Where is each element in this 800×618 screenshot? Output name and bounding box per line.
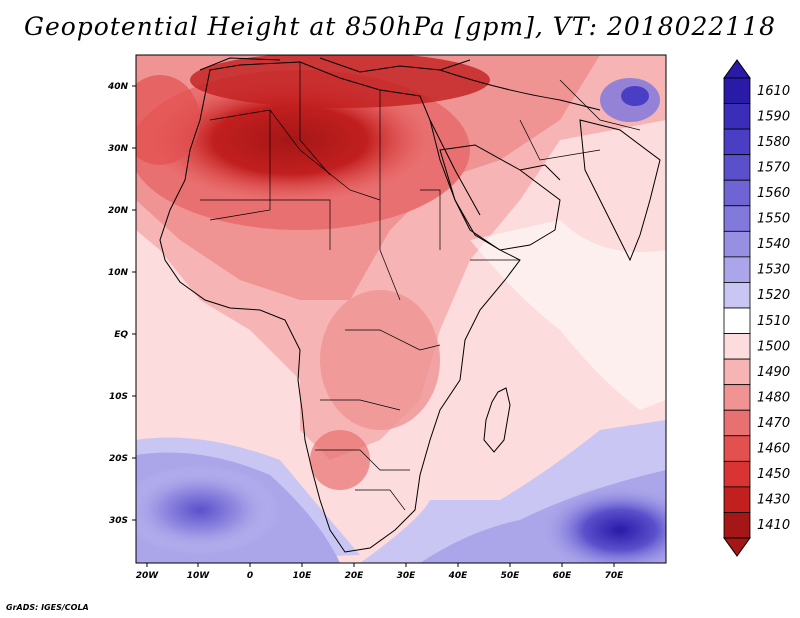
- colorbar-label: 1530: [757, 263, 790, 278]
- colorbar-label: 1610: [757, 84, 790, 99]
- colorbar-cell: [723, 230, 751, 258]
- x-tick-label: 20W: [136, 571, 160, 581]
- y-tick-label: EQ: [114, 330, 128, 340]
- colorbar-bottom-arrow: [723, 537, 751, 557]
- colorbar-top-arrow: [723, 59, 751, 79]
- y-tick-label: 30S: [109, 516, 128, 526]
- colorbar-cell: [723, 205, 751, 232]
- colorbar-cell: [723, 435, 751, 462]
- grads-credit: GrADS: IGES/COLA: [6, 603, 89, 612]
- height-field: [136, 55, 666, 563]
- x-tick-label: 70E: [605, 571, 625, 581]
- colorbar-cell: [723, 179, 751, 207]
- colorbar-cell: [723, 307, 751, 334]
- colorbar-label: 1570: [757, 160, 790, 175]
- colorbar-cell: [723, 409, 751, 437]
- colorbar-label: 1590: [757, 109, 790, 124]
- x-tick-label: 60E: [553, 571, 573, 581]
- colorbar-cell: [723, 384, 751, 411]
- colorbar-cell: [723, 128, 751, 156]
- colorbar-label: 1480: [757, 390, 790, 405]
- colorbar-cell: [723, 358, 751, 386]
- x-tick-label: 10W: [187, 571, 211, 581]
- map-title: Geopotential Height at 850hPa [gpm], VT:…: [23, 12, 777, 41]
- colorbar-label: 1460: [757, 442, 790, 457]
- colorbar-label: 1560: [757, 186, 790, 201]
- colorbar-label: 1500: [757, 339, 790, 354]
- colorbar-label: 1520: [757, 288, 790, 303]
- x-tick-label: 20E: [345, 571, 365, 581]
- colorbar-cell: [723, 282, 751, 309]
- y-tick-label: 20S: [109, 454, 128, 464]
- colorbar-label: 1450: [757, 467, 790, 482]
- colorbar-label: 1540: [757, 237, 790, 252]
- colorbar-cell: [723, 460, 751, 488]
- x-tick-label: 50E: [501, 571, 521, 581]
- colorbar-cell: [723, 333, 751, 360]
- colorbar-cell: [723, 103, 751, 130]
- colorbar-cell: [723, 77, 751, 104]
- y-tick-label: 40N: [107, 82, 129, 92]
- colorbar-label: 1490: [757, 365, 790, 380]
- y-tick-label: 30N: [108, 144, 129, 154]
- colorbar-label: 1580: [757, 135, 790, 150]
- country-borders: [200, 62, 641, 511]
- colorbar-label: 1510: [757, 314, 790, 329]
- map-frame: [135, 54, 667, 564]
- y-tick-label: 20N: [108, 206, 129, 216]
- colorbar-label: 1410: [757, 518, 790, 533]
- y-tick-label: 10S: [109, 392, 128, 402]
- colorbar-cell: [723, 256, 751, 283]
- colorbar-label: 1470: [757, 416, 790, 431]
- colorbar-cell: [723, 512, 751, 539]
- x-tick-label: 40E: [448, 571, 469, 581]
- colorbar-label: 1550: [757, 212, 790, 227]
- x-tick-label: 0: [247, 571, 253, 581]
- coastlines: [159, 57, 661, 553]
- colorbar-cell: [723, 154, 751, 181]
- x-tick-label: 10E: [293, 571, 313, 581]
- colorbar-label: 1430: [757, 493, 790, 508]
- colorbar-cell: [723, 486, 751, 513]
- colorbar: 1610 1590 1580 1570 1560 1550 1540 1530 1520 1510…: [723, 59, 790, 557]
- x-tick-label: 30E: [397, 571, 417, 581]
- y-tick-label: 10N: [108, 268, 129, 278]
